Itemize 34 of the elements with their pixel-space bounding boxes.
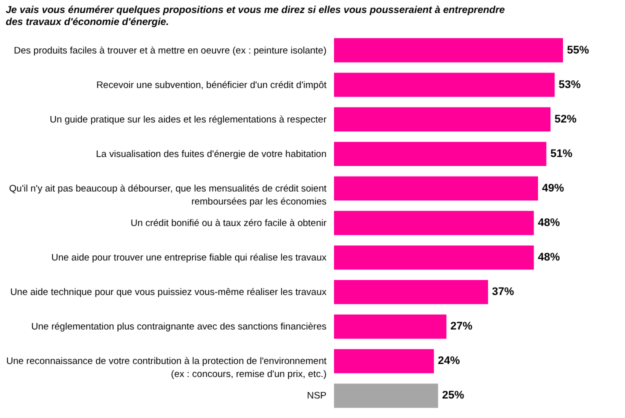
data-label: 48% [538, 252, 560, 264]
bar [334, 384, 438, 408]
y-tick-label: Qu'il n'y ait pas beaucoup à débourser, que les mensualités de crédit soient remboursées par les économies [9, 183, 327, 208]
data-label: 52% [554, 113, 577, 126]
bar [334, 314, 446, 339]
data-label: 53% [558, 78, 581, 91]
bar [334, 245, 534, 270]
y-tick-label: Recevoir une subvention, bénéficier d'un crédit d'impôt [96, 80, 327, 91]
bar [334, 142, 546, 166]
bar [334, 176, 538, 201]
y-tick-label: Une aide technique pour que vous puissiez vous-même réaliser les travaux [10, 287, 327, 298]
y-tick-label: Une reconnaissance de votre contribution à la protection de l'environnement (ex : concours, remise d'un prix, etc.) [6, 356, 327, 380]
data-label: 25% [442, 390, 464, 402]
bar [334, 38, 563, 62]
chart-title: Je vais vous énumérer quelques propositions et vous me direz si elles vous pousseraient à entreprendre des travaux d'économie d'énergie. [6, 5, 506, 28]
y-tick-label: Des produits faciles à trouver et à mettre en oeuvre (ex : peinture isolante) [14, 45, 326, 56]
data-label: 51% [550, 148, 573, 160]
data-label: 37% [492, 286, 514, 298]
y-tick-label: Une réglementation plus contraignante avec des sanctions financières [31, 322, 327, 333]
bar [334, 280, 488, 304]
data-label: 24% [438, 355, 460, 368]
bar [334, 349, 434, 374]
data-label: 55% [567, 44, 590, 56]
data-label: 48% [538, 217, 560, 229]
data-label: 27% [450, 320, 473, 333]
y-tick-label: La visualisation des fuites d'énergie de votre habitation [96, 148, 326, 160]
y-tick-label: NSP [306, 390, 326, 402]
bar [334, 72, 555, 97]
bar [334, 210, 534, 236]
y-tick-label: Un crédit bonifié ou à taux zéro facile à obtenir [130, 218, 326, 229]
bar [334, 107, 551, 132]
data-label: 49% [542, 182, 564, 194]
y-tick-label: Un guide pratique sur les aides et les réglementations à respecter [50, 114, 326, 126]
y-tick-label: Une aide pour trouver une entreprise fiable qui réalise les travaux [51, 252, 327, 264]
